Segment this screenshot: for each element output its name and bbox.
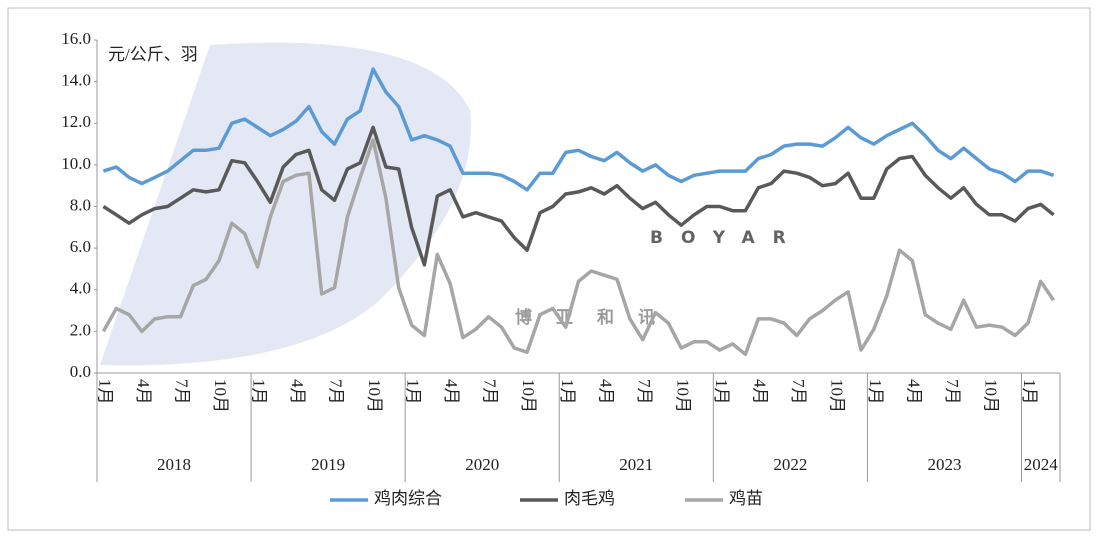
x-tick-label: 7月	[789, 379, 808, 405]
x-tick-label: 1月	[96, 379, 115, 405]
x-tick-label: 10月	[673, 379, 692, 413]
x-tick-label: 1月	[1020, 379, 1039, 405]
y-tick-label: 14.0	[61, 71, 91, 90]
x-tick-label: 1月	[404, 379, 423, 405]
y-tick-label: 0.0	[70, 362, 91, 381]
year-label: 2018	[157, 455, 191, 474]
x-tick-label: 4月	[904, 379, 923, 405]
year-label: 2021	[619, 455, 653, 474]
legend-label: 鸡肉综合	[374, 489, 442, 508]
x-tick-label: 4月	[750, 379, 769, 405]
y-tick-label: 12.0	[61, 112, 91, 131]
legend-label: 鸡苗	[729, 489, 763, 508]
y-tick-label: 6.0	[70, 237, 91, 256]
x-tick-label: 4月	[288, 379, 307, 405]
line-series	[102, 67, 1055, 192]
x-tick-label: 7月	[635, 379, 654, 405]
x-tick-label: 10月	[365, 379, 384, 413]
y-tick-label: 10.0	[61, 154, 91, 173]
unit-label: 元/公斤、羽	[108, 45, 198, 64]
year-label: 2024	[1024, 455, 1059, 474]
year-label: 2019	[311, 455, 345, 474]
x-tick-label: 1月	[250, 379, 269, 405]
x-tick-label: 7月	[173, 379, 192, 405]
y-tick-label: 2.0	[70, 320, 91, 339]
x-tick-label: 10月	[981, 379, 1000, 413]
y-tick-label: 16.0	[61, 29, 91, 48]
year-label: 2020	[465, 455, 499, 474]
watermark-text: BOYAR	[650, 228, 804, 248]
year-label: 2023	[927, 455, 961, 474]
legend-label: 肉毛鸡	[564, 489, 615, 508]
x-tick-label: 7月	[327, 379, 346, 405]
watermark-text: 博亚和讯	[515, 307, 679, 328]
x-tick-label: 1月	[712, 379, 731, 405]
x-tick-label: 4月	[442, 379, 461, 405]
x-tick-label: 7月	[481, 379, 500, 405]
x-tick-label: 1月	[558, 379, 577, 405]
x-tick-label: 10月	[519, 379, 538, 413]
y-tick-label: 8.0	[70, 195, 91, 214]
x-tick-label: 1月	[866, 379, 885, 405]
x-tick-label: 10月	[827, 379, 846, 413]
x-tick-label: 4月	[134, 379, 153, 405]
line-series	[102, 125, 1055, 267]
x-tick-label: 4月	[596, 379, 615, 405]
x-tick-label: 10月	[211, 379, 230, 413]
year-label: 2022	[773, 455, 807, 474]
y-tick-label: 4.0	[70, 279, 91, 298]
x-tick-label: 7月	[943, 379, 962, 405]
line-series	[101, 138, 1056, 357]
